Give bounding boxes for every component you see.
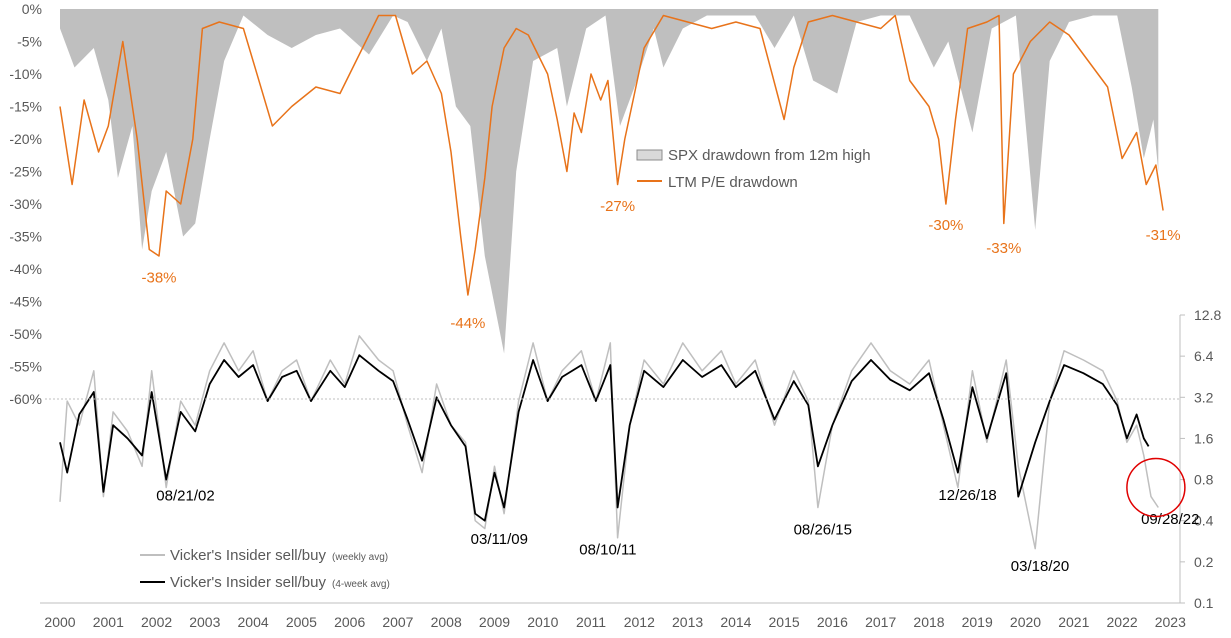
pe-drawdown-line <box>59 14 1164 296</box>
legend-4week-main: Vicker's Insider sell/buy <box>170 574 326 591</box>
right-axis-tick-label: 12.8 <box>1194 307 1221 323</box>
axes-group: 0% -5% -10% -15% -20% -25% -30% -35% -40% -45% -50… <box>9 1 1221 630</box>
x-axis-tick-label: 2010 <box>527 614 558 630</box>
x-axis-tick-label: 2018 <box>913 614 944 630</box>
x-axis-tick-label: 2003 <box>189 614 220 630</box>
legend-weekly-main: Vicker's Insider sell/buy <box>170 547 326 564</box>
right-axis-tick-label: 3.2 <box>1194 389 1214 405</box>
pe-drawdown-line-group <box>59 14 1164 296</box>
x-axis-tick-label: 2005 <box>286 614 317 630</box>
pe-drawdown-label: -27% <box>600 198 635 215</box>
right-axis-tick-label: 6.4 <box>1194 348 1214 364</box>
left-axis-tick-label: -55% <box>9 359 42 375</box>
right-axis-tick-label: 1.6 <box>1194 430 1214 446</box>
left-axis-tick-label: -10% <box>9 66 42 82</box>
spx-drawdown-area-group <box>60 9 1159 354</box>
x-axis-tick-label: 2020 <box>1010 614 1041 630</box>
x-axis-tick-label: 2001 <box>93 614 124 630</box>
legend-spx-label: SPX drawdown from 12m high <box>668 147 871 164</box>
x-axis-tick-label: 2014 <box>720 614 751 630</box>
x-axis-tick-label: 2009 <box>479 614 510 630</box>
x-axis-tick-label: 2007 <box>382 614 413 630</box>
insider-low-date-label: 08/10/11 <box>579 542 636 559</box>
insider-low-date-label: 03/11/09 <box>471 531 528 548</box>
insider-low-date-label: 03/18/20 <box>1011 558 1069 575</box>
left-axis-tick-label: -30% <box>9 196 42 212</box>
right-axis-tick-label: 0.2 <box>1194 554 1214 570</box>
left-axis-tick-label: -25% <box>9 164 42 180</box>
x-axis-tick-label: 2011 <box>576 614 606 630</box>
right-axis-tick-label: 0.4 <box>1194 513 1214 529</box>
left-axis-tick-label: -50% <box>9 326 42 342</box>
insider-low-date-label: 08/21/02 <box>156 488 214 505</box>
left-axis-tick-label: -45% <box>9 294 42 310</box>
left-axis-tick-label: -60% <box>9 391 42 407</box>
pe-drawdown-label: -38% <box>141 269 176 286</box>
legend-weekly-label: Vicker's Insider sell/buy (weekly avg) <box>170 547 388 564</box>
x-axis-tick-label: 2013 <box>672 614 703 630</box>
highlight-circle <box>1126 457 1186 518</box>
insider-low-date-label: 12/26/18 <box>938 487 996 504</box>
x-axis-tick-label: 2000 <box>44 614 75 630</box>
legend-weekly-suffix: (weekly avg) <box>332 552 388 563</box>
x-axis-tick-label: 2015 <box>769 614 800 630</box>
pe-drawdown-label: -30% <box>928 217 963 234</box>
legend-pe-label: LTM P/E drawdown <box>668 174 798 191</box>
left-axis-tick-label: -40% <box>9 261 42 277</box>
legend-bottom: Vicker's Insider sell/buy (weekly avg) Vi… <box>140 547 390 591</box>
left-axis-tick-label: -5% <box>17 34 42 50</box>
legend-4week-suffix: (4-week avg) <box>332 579 390 590</box>
x-axis-tick-label: 2002 <box>141 614 172 630</box>
left-axis-tick-label: -15% <box>9 99 42 115</box>
legend-top: SPX drawdown from 12m high LTM P/E drawd… <box>636 147 871 191</box>
x-axis-tick-label: 2006 <box>334 614 365 630</box>
x-axis-tick-label: 2012 <box>624 614 655 630</box>
pe-drawdown-label: -33% <box>986 240 1021 257</box>
x-axis-tick-label: 2016 <box>817 614 848 630</box>
left-axis-tick-label: -35% <box>9 229 42 245</box>
left-axis-tick-label: -20% <box>9 131 42 147</box>
x-axis-tick-label: 2004 <box>238 614 269 630</box>
spx-drawdown-area <box>60 9 1159 354</box>
right-axis-tick-label: 0.1 <box>1194 595 1214 611</box>
pe-drawdown-label: -44% <box>450 315 485 332</box>
insider-4week-line-group <box>59 354 1150 522</box>
pe-drawdown-label: -31% <box>1146 227 1181 244</box>
x-axis-tick-label: 2019 <box>962 614 993 630</box>
insider-low-date-label: 09/28/22 <box>1141 511 1199 528</box>
x-axis-tick-label: 2008 <box>431 614 462 630</box>
x-axis-tick-label: 2017 <box>865 614 896 630</box>
legend-4week-label: Vicker's Insider sell/buy (4-week avg) <box>170 574 390 591</box>
insider-4week-line <box>59 354 1150 522</box>
insider-low-date-label: 08/26/15 <box>794 522 852 539</box>
x-axis-tick-label: 2022 <box>1107 614 1138 630</box>
legend-spx-swatch <box>636 149 663 161</box>
left-axis-tick-label: 0% <box>22 1 42 17</box>
annotations-group: -38% -44% -27% -30% -33% -31% 08/21/02 03/11/09… <box>141 198 1199 575</box>
right-axis-tick-label: 0.8 <box>1194 472 1214 488</box>
x-axis-tick-label: 2021 <box>1058 614 1089 630</box>
x-axis-tick-label: 2023 <box>1155 614 1186 630</box>
